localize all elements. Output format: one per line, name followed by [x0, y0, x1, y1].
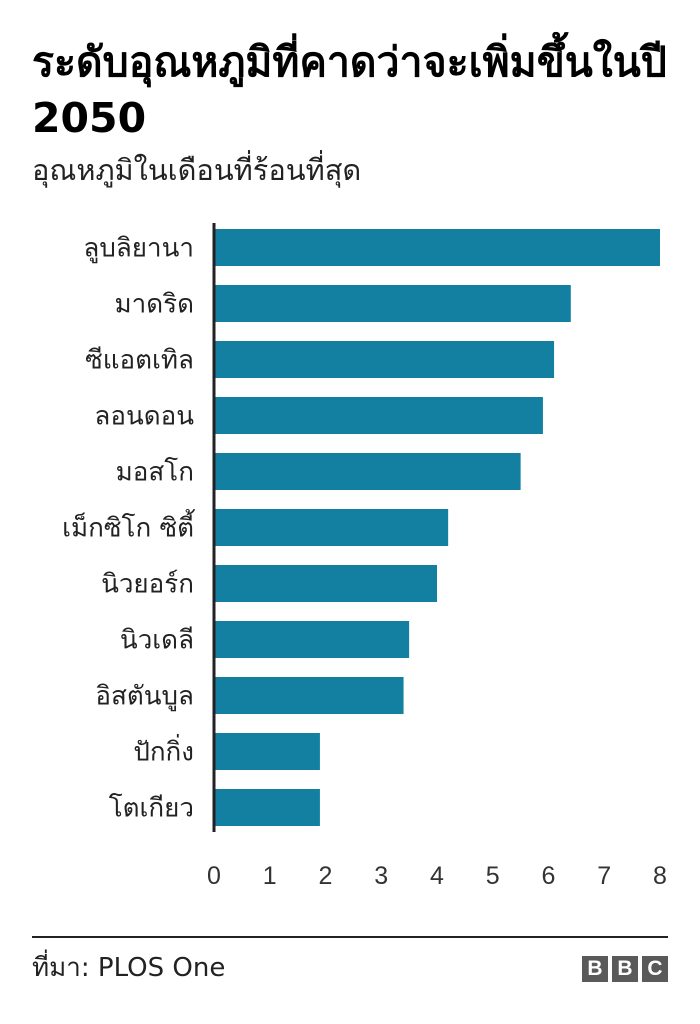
bar-chart: ลูบลิยานามาดริดซีแอตเทิลลอนดอนมอสโกเม็กซ…: [62, 223, 667, 890]
logo-letter-c: C: [642, 956, 668, 982]
bar-9: [214, 733, 320, 770]
category-label-5: เม็กซิโก ซิตี้: [62, 509, 195, 544]
x-tick-label-7: 7: [597, 862, 611, 890]
bar-0: [214, 229, 660, 266]
category-label-0: ลูบลิยานา: [83, 234, 194, 264]
category-label-6: นิวยอร์ก: [101, 570, 194, 600]
source-note: ที่มา: PLOS One: [32, 953, 226, 983]
chart-subtitle: อุณหภูมิในเดือนที่ร้อนที่สุด: [32, 153, 362, 187]
bar-1: [214, 285, 571, 322]
x-tick-label-8: 8: [653, 862, 667, 890]
bar-8: [214, 677, 404, 714]
bar-3: [214, 397, 543, 434]
x-tick-label-3: 3: [374, 862, 388, 890]
category-label-9: ปักกิ่ง: [133, 734, 194, 768]
footer-divider: [32, 936, 668, 938]
logo-letter-b2: B: [612, 956, 638, 982]
x-tick-label-4: 4: [430, 862, 444, 890]
category-label-4: มอสโก: [116, 457, 194, 488]
category-label-1: มาดริด: [115, 290, 194, 320]
x-tick-label-0: 0: [207, 862, 221, 890]
bar-10: [214, 789, 320, 826]
bar-6: [214, 565, 437, 602]
chart-title: ระดับอุณหภูมิที่คาดว่าจะเพิ่มขึ้นในปี 20…: [32, 38, 667, 142]
bar-7: [214, 621, 410, 658]
x-tick-label-2: 2: [319, 862, 333, 890]
bbc-logo: B B C: [582, 956, 668, 982]
x-tick-label-6: 6: [542, 862, 556, 890]
x-tick-label-5: 5: [486, 862, 500, 890]
category-label-3: ลอนดอน: [94, 402, 194, 432]
bar-2: [214, 341, 555, 378]
x-tick-label-1: 1: [263, 862, 277, 890]
bar-4: [214, 453, 521, 490]
category-label-10: โตเกียว: [109, 793, 194, 824]
category-label-7: นิวเดลี: [120, 626, 194, 656]
category-label-8: อิสตันบูล: [95, 682, 194, 712]
bar-5: [214, 509, 449, 546]
category-label-2: ซีแอตเทิล: [85, 346, 194, 376]
logo-letter-b1: B: [582, 956, 608, 982]
